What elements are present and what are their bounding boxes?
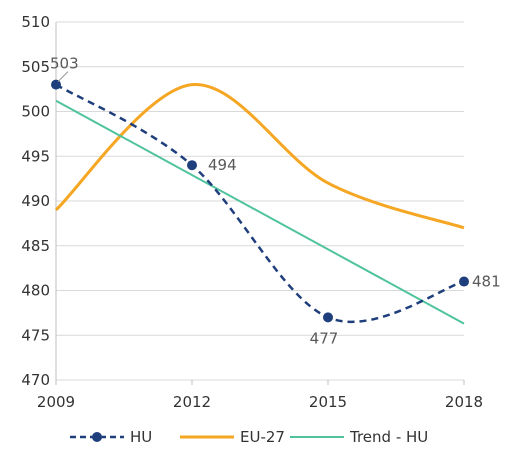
x-tick-label-2015: 2015 — [309, 393, 347, 411]
y-tick-label-490: 490 — [21, 192, 50, 210]
y-tick-label-495: 495 — [21, 147, 50, 165]
legend: HU EU-27 Trend - HU — [70, 428, 428, 446]
data-point-hu-2012 — [187, 160, 197, 171]
data-label-hu-2015: 477 — [310, 329, 339, 347]
x-tick-label-2012: 2012 — [173, 393, 211, 411]
y-tick-label-505: 505 — [21, 58, 50, 76]
data-point-hu-2018 — [459, 276, 469, 287]
data-label-leader-2009 — [57, 71, 69, 83]
y-tick-label-485: 485 — [21, 237, 50, 255]
series-line-hu — [55, 83, 465, 324]
legend-label-eu-27: EU-27 — [240, 428, 285, 446]
data-point-hu-2009 — [51, 79, 61, 90]
legend-marker-hu — [92, 432, 102, 442]
y-tick-label-510: 510 — [21, 13, 50, 31]
y-tick-label-470: 470 — [21, 371, 50, 389]
data-label-hu-2012: 494 — [208, 156, 237, 174]
x-tick-label-2018: 2018 — [445, 393, 483, 411]
x-tick-label-2009: 2009 — [37, 393, 75, 411]
y-tick-label-500: 500 — [21, 103, 50, 121]
y-tick-label-480: 480 — [21, 282, 50, 300]
legend-label-trend-hu: Trend - HU — [349, 428, 428, 446]
data-labels: 503 494 477 481 — [50, 55, 501, 348]
gridlines — [56, 21, 464, 381]
series-line-eu-27 — [54, 83, 465, 230]
y-tick-label-475: 475 — [21, 326, 50, 344]
series-line-trend-hu — [55, 99, 465, 325]
series-lines — [54, 83, 465, 325]
data-point-hu-2015 — [323, 312, 333, 323]
data-label-hu-2018: 481 — [472, 273, 501, 291]
data-markers — [51, 79, 469, 323]
axes: 470 475 480 485 490 495 500 505 510 2009 2012 2015 2… — [21, 13, 483, 411]
legend-label-hu: HU — [130, 428, 152, 446]
data-label-hu-2009: 503 — [50, 55, 79, 73]
